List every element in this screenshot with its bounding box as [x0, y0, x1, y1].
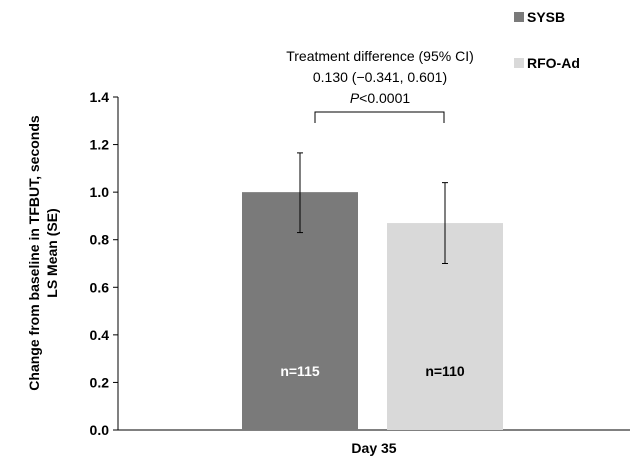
y-tick-label: 0.8	[90, 232, 110, 248]
p-value-letter: P	[350, 90, 360, 106]
legend: SYSB RFO-Ad	[514, 9, 580, 71]
p-value-rest: <0.0001	[359, 90, 410, 106]
y-tick-label: 0.2	[90, 374, 110, 390]
y-tick-label: 1.0	[90, 184, 110, 200]
annotation-line2: 0.130 (−0.341, 0.601)	[313, 69, 447, 85]
legend-swatch-sysb	[514, 12, 524, 22]
y-tick-label: 1.2	[90, 137, 110, 153]
y-tick-label: 1.4	[90, 89, 110, 105]
comparison-bracket	[314, 111, 445, 123]
legend-label-sysb: SYSB	[527, 9, 565, 25]
y-axis-label-line1: Change from baseline in TFBUT, seconds	[26, 115, 42, 391]
y-tick-label: 0.6	[90, 279, 110, 295]
legend-label-rfo-ad: RFO-Ad	[527, 55, 580, 71]
sample-size-label: n=110	[425, 363, 465, 379]
y-tick-label: 0.0	[90, 422, 110, 438]
y-tick-label: 0.4	[90, 327, 110, 343]
y-axis-label-line2: LS Mean (SE)	[44, 208, 60, 297]
sample-size-label: n=115	[280, 363, 320, 379]
x-category-label: Day 35	[351, 440, 396, 456]
legend-swatch-rfo-ad	[514, 58, 524, 68]
annotation-pvalue: P<0.0001	[350, 90, 411, 106]
annotation-line1: Treatment difference (95% CI)	[286, 48, 474, 64]
